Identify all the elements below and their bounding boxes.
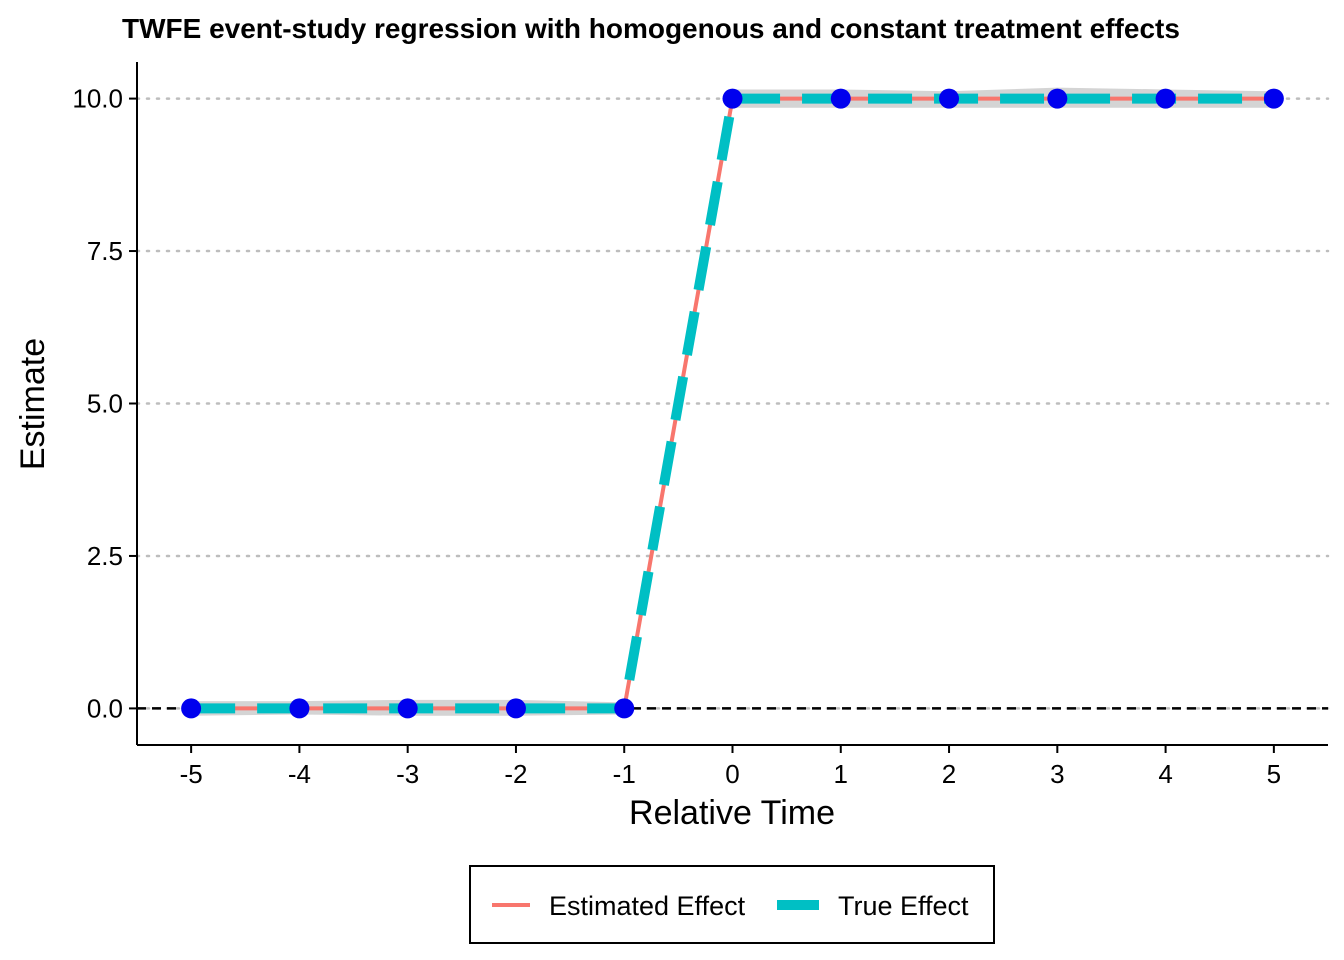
estimate-point-0 (181, 698, 202, 719)
legend: Estimated Effect True Effect (469, 865, 995, 944)
x-tick-label-8: 3 (1050, 759, 1064, 789)
y-axis-title: Estimate (14, 338, 52, 470)
legend-box (469, 865, 995, 944)
x-tick-label-2: -3 (396, 759, 419, 789)
series-line-estimated (191, 96, 1274, 711)
x-tick-label-6: 1 (834, 759, 848, 789)
estimate-points (181, 88, 1284, 719)
y-tick-label-1: 2.5 (87, 541, 123, 571)
estimate-point-5 (722, 88, 743, 109)
estimate-point-8 (1047, 88, 1068, 109)
estimate-point-3 (505, 698, 526, 719)
x-tick-label-5: 0 (725, 759, 739, 789)
legend-label-true: True Effect (838, 891, 969, 921)
y-tick-label-0: 0.0 (87, 693, 123, 723)
y-tick-label-2: 5.0 (87, 389, 123, 419)
estimate-point-1 (289, 698, 310, 719)
x-tick-label-1: -4 (288, 759, 311, 789)
estimate-point-10 (1263, 88, 1284, 109)
estimate-point-7 (939, 88, 960, 109)
estimate-point-6 (830, 88, 851, 109)
x-tick-label-0: -5 (180, 759, 203, 789)
x-tick-label-7: 2 (942, 759, 956, 789)
estimate-point-4 (614, 698, 635, 719)
x-tick-label-10: 5 (1267, 759, 1281, 789)
chart-title: TWFE event-study regression with homogen… (122, 13, 1180, 44)
y-tick-label-3: 7.5 (87, 236, 123, 266)
y-ticks: 0.0 2.5 5.0 7.5 10.0 (72, 84, 137, 723)
confidence-ribbons (191, 87, 1274, 716)
y-tick-label-4: 10.0 (72, 84, 123, 114)
legend-label-estimated: Estimated Effect (549, 891, 746, 921)
x-tick-label-3: -2 (504, 759, 527, 789)
x-tick-label-9: 4 (1158, 759, 1172, 789)
x-ticks: -5 -4 -3 -2 -1 0 1 2 3 4 5 (180, 745, 1281, 789)
x-tick-label-4: -1 (613, 759, 636, 789)
series-line-true (191, 93, 1274, 714)
estimate-point-9 (1155, 88, 1176, 109)
series-lines (191, 93, 1274, 714)
x-axis-title: Relative Time (629, 794, 835, 832)
estimate-point-2 (397, 698, 418, 719)
grid-lines (135, 97, 1330, 710)
